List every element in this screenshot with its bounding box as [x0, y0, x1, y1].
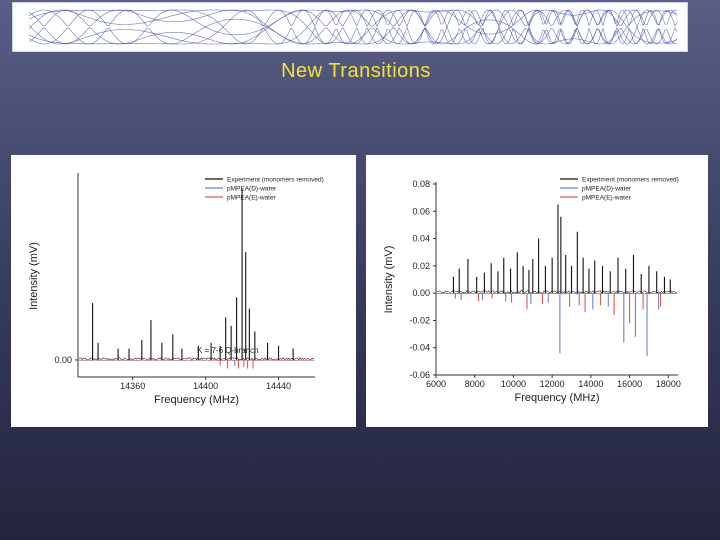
x-tick-label: 14000: [578, 379, 603, 389]
legend-label: pMPEA(E)-water: [227, 195, 277, 202]
legend: Experiment (monomers removed) pMPEA(D)-wa…: [205, 177, 324, 202]
x-axis-label: Frequency (MHz): [154, 394, 239, 406]
y-tick-label: -0.04: [409, 343, 430, 353]
chart-panel-right: 6000 8000 10000 12000 14000 16000 18000 0.08 0.0…: [366, 155, 708, 427]
x-tick-label: 14440: [266, 381, 291, 391]
header-wave-banner: [12, 2, 688, 52]
x-axis-label: Frequency (MHz): [515, 392, 600, 404]
y-tick-label: 0.08: [412, 179, 430, 189]
legend-label: pMPEA(D)-water: [227, 186, 277, 193]
legend: Experiment (monomers removed) pMPEA(D)-wa…: [560, 177, 679, 202]
y-tick-label: -0.02: [409, 315, 430, 325]
y-tick-label: 0.04: [412, 234, 430, 244]
wave-line: [28, 9, 678, 28]
x-tick-label: 12000: [540, 379, 565, 389]
y-axis-label: Intensity (mV): [28, 242, 40, 310]
series-0: [452, 204, 671, 294]
y-tick-label: -0.06: [409, 370, 430, 380]
x-tick-label: 14360: [120, 381, 145, 391]
y-tick-label: 0.06: [412, 206, 430, 216]
wave-line: [28, 26, 678, 45]
legend-label: pMPEA(E)-water: [582, 195, 632, 202]
chart-panel-left: 14360 14400 14440 0.00 Frequency (MHz) Intens…: [11, 155, 356, 427]
legend-label: Experiment (monomers removed): [227, 177, 324, 184]
y-tick-label: 0.00: [54, 355, 72, 365]
slide-title: New Transitions: [281, 60, 431, 82]
y-tick-label: 0.02: [412, 261, 430, 271]
legend-label: pMPEA(D)-water: [582, 186, 632, 193]
series-1: [454, 293, 660, 356]
wave-lines: [28, 9, 678, 45]
series-2: [460, 293, 662, 324]
x-tick-label: 8000: [465, 379, 485, 389]
x-tick-label: 16000: [617, 379, 642, 389]
series-2: [219, 359, 254, 369]
wave-line: [28, 26, 678, 45]
x-tick-label: 6000: [426, 379, 446, 389]
legend-label: Experiment (monomers removed): [582, 177, 679, 184]
annotation-label: K = 7-6 Q-branch: [197, 346, 259, 355]
y-tick-label: 0.00: [412, 288, 430, 298]
y-axis-label: Intensity (mV): [383, 246, 395, 314]
wave-pattern: [28, 9, 678, 45]
x-tick-label: 14400: [193, 381, 218, 391]
wave-line: [28, 9, 678, 28]
chart-right: 6000 8000 10000 12000 14000 16000 18000 0.08 0.0…: [383, 177, 681, 405]
series-baseline: [79, 359, 315, 361]
chart-left: 14360 14400 14440 0.00 Frequency (MHz) Intens…: [28, 173, 324, 406]
series-1: [234, 359, 249, 369]
x-tick-label: 18000: [656, 379, 681, 389]
series-0: [92, 189, 294, 360]
x-tick-label: 10000: [501, 379, 526, 389]
series-baseline: [436, 292, 678, 295]
